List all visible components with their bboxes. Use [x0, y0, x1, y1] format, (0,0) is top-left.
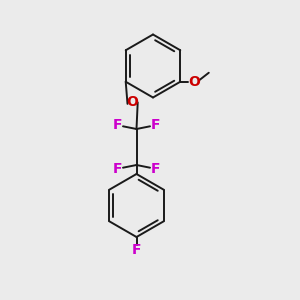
- Text: F: F: [132, 243, 141, 256]
- Text: F: F: [112, 118, 122, 132]
- Text: F: F: [112, 162, 122, 176]
- Text: F: F: [151, 162, 161, 176]
- Text: O: O: [188, 75, 200, 89]
- Text: F: F: [151, 118, 161, 132]
- Text: O: O: [127, 95, 139, 110]
